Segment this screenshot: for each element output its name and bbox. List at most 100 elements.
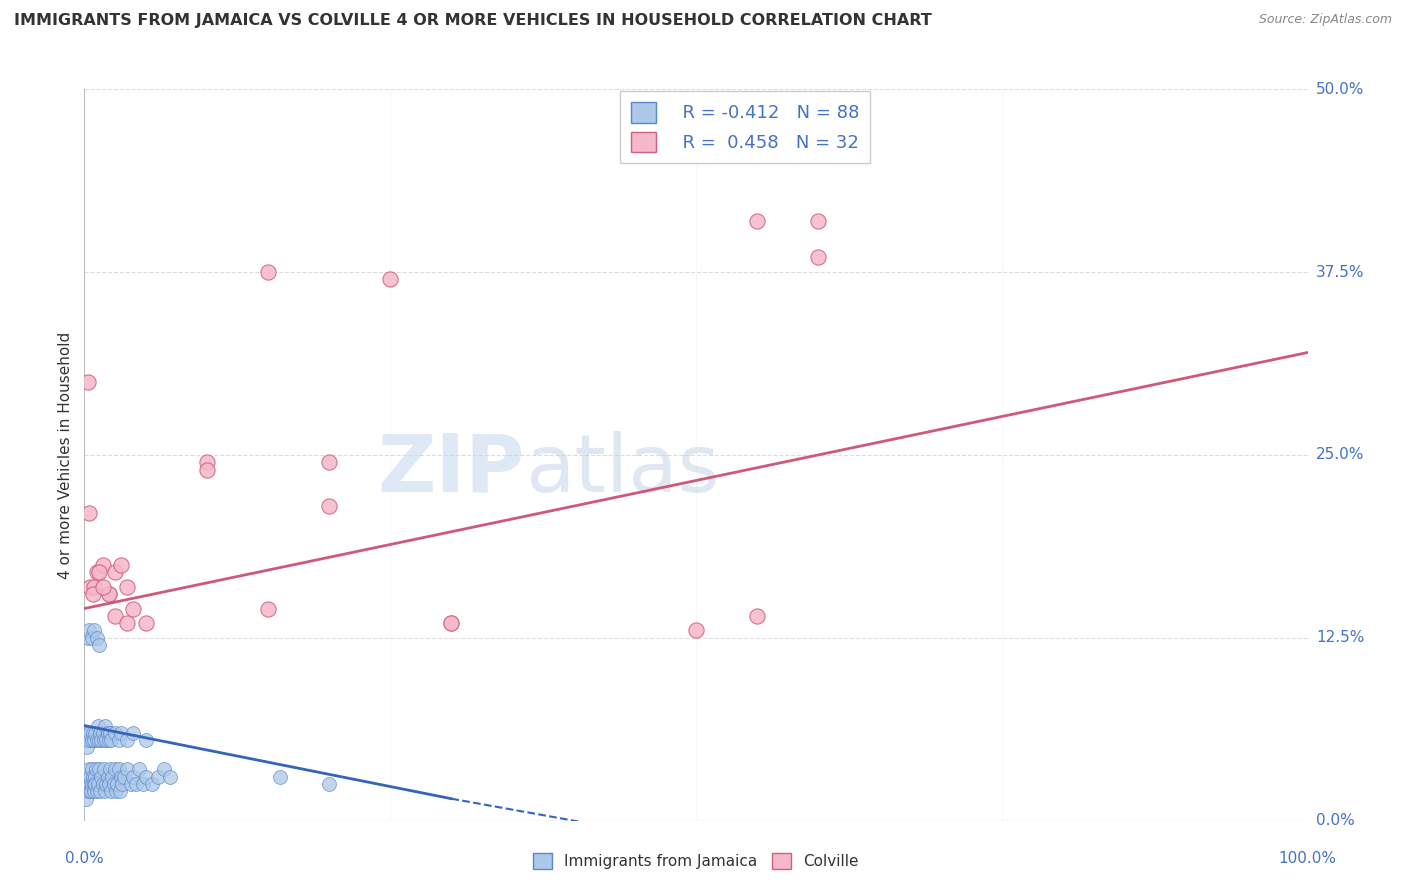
Immigrants from Jamaica — [107, 763, 129, 777]
Immigrants from Jamaica — [96, 777, 118, 791]
Immigrants from Jamaica — [108, 784, 131, 798]
Immigrants from Jamaica — [128, 763, 150, 777]
Immigrants from Jamaica — [110, 770, 132, 784]
Immigrants from Jamaica — [105, 777, 128, 791]
Immigrants from Jamaica — [82, 770, 104, 784]
Immigrants from Jamaica — [89, 726, 111, 740]
Immigrants from Jamaica — [269, 770, 291, 784]
Immigrants from Jamaica — [100, 733, 122, 747]
Legend: Immigrants from Jamaica, Colville: Immigrants from Jamaica, Colville — [527, 847, 865, 875]
Immigrants from Jamaica — [135, 770, 157, 784]
Immigrants from Jamaica — [87, 638, 110, 652]
Immigrants from Jamaica — [104, 763, 127, 777]
Immigrants from Jamaica — [103, 777, 125, 791]
Colville — [77, 375, 100, 389]
Immigrants from Jamaica — [77, 631, 100, 645]
Immigrants from Jamaica — [111, 777, 134, 791]
Colville — [110, 558, 132, 572]
Immigrants from Jamaica — [86, 631, 108, 645]
Immigrants from Jamaica — [91, 777, 114, 791]
Immigrants from Jamaica — [87, 718, 110, 732]
Colville — [195, 462, 218, 476]
Immigrants from Jamaica — [77, 784, 100, 798]
Colville — [104, 565, 127, 579]
Colville — [380, 272, 402, 286]
Colville — [82, 587, 104, 601]
Immigrants from Jamaica — [76, 770, 98, 784]
Immigrants from Jamaica — [79, 777, 101, 791]
Colville — [807, 251, 830, 265]
Immigrants from Jamaica — [318, 777, 340, 791]
Immigrants from Jamaica — [76, 740, 98, 755]
Immigrants from Jamaica — [75, 733, 97, 747]
Immigrants from Jamaica — [82, 726, 104, 740]
Immigrants from Jamaica — [77, 726, 100, 740]
Immigrants from Jamaica — [83, 777, 105, 791]
Immigrants from Jamaica — [86, 784, 108, 798]
Immigrants from Jamaica — [107, 733, 129, 747]
Text: 0.0%: 0.0% — [65, 851, 104, 866]
Immigrants from Jamaica — [98, 726, 121, 740]
Immigrants from Jamaica — [110, 726, 132, 740]
Immigrants from Jamaica — [83, 624, 105, 638]
Immigrants from Jamaica — [80, 631, 103, 645]
Immigrants from Jamaica — [79, 726, 101, 740]
Immigrants from Jamaica — [104, 726, 127, 740]
Immigrants from Jamaica — [84, 763, 107, 777]
Colville — [747, 608, 769, 623]
Immigrants from Jamaica — [97, 777, 120, 791]
Text: 25.0%: 25.0% — [1316, 448, 1364, 462]
Colville — [257, 601, 280, 615]
Immigrants from Jamaica — [86, 733, 108, 747]
Colville — [86, 565, 108, 579]
Immigrants from Jamaica — [87, 763, 110, 777]
Immigrants from Jamaica — [83, 733, 105, 747]
Immigrants from Jamaica — [87, 777, 110, 791]
Immigrants from Jamaica — [77, 763, 100, 777]
Text: ZIP: ZIP — [377, 431, 524, 508]
Immigrants from Jamaica — [97, 733, 120, 747]
Immigrants from Jamaica — [141, 777, 163, 791]
Immigrants from Jamaica — [89, 784, 111, 798]
Immigrants from Jamaica — [122, 726, 145, 740]
Immigrants from Jamaica — [80, 733, 103, 747]
Colville — [747, 214, 769, 228]
Text: 0.0%: 0.0% — [1316, 814, 1354, 828]
Colville — [87, 565, 110, 579]
Immigrants from Jamaica — [93, 733, 115, 747]
Immigrants from Jamaica — [82, 777, 104, 791]
Immigrants from Jamaica — [159, 770, 181, 784]
Immigrants from Jamaica — [93, 763, 115, 777]
Colville — [440, 616, 463, 631]
Immigrants from Jamaica — [115, 763, 138, 777]
Immigrants from Jamaica — [80, 784, 103, 798]
Immigrants from Jamaica — [87, 733, 110, 747]
Immigrants from Jamaica — [91, 726, 114, 740]
Colville — [97, 587, 120, 601]
Colville — [79, 580, 101, 594]
Text: IMMIGRANTS FROM JAMAICA VS COLVILLE 4 OR MORE VEHICLES IN HOUSEHOLD CORRELATION : IMMIGRANTS FROM JAMAICA VS COLVILLE 4 OR… — [14, 13, 932, 29]
Colville — [807, 214, 830, 228]
Immigrants from Jamaica — [153, 763, 176, 777]
Colville — [318, 455, 340, 469]
Immigrants from Jamaica — [84, 726, 107, 740]
Colville — [83, 580, 105, 594]
Immigrants from Jamaica — [146, 770, 169, 784]
Immigrants from Jamaica — [132, 777, 155, 791]
Immigrants from Jamaica — [97, 726, 120, 740]
Immigrants from Jamaica — [77, 777, 100, 791]
Immigrants from Jamaica — [90, 770, 112, 784]
Immigrants from Jamaica — [84, 777, 107, 791]
Immigrants from Jamaica — [122, 770, 145, 784]
Colville — [122, 601, 145, 615]
Immigrants from Jamaica — [79, 770, 101, 784]
Immigrants from Jamaica — [125, 777, 148, 791]
Colville — [115, 616, 138, 631]
Immigrants from Jamaica — [101, 770, 124, 784]
Colville — [115, 580, 138, 594]
Immigrants from Jamaica — [75, 791, 97, 805]
Colville — [97, 587, 120, 601]
Immigrants from Jamaica — [76, 777, 98, 791]
Colville — [91, 580, 114, 594]
Immigrants from Jamaica — [77, 733, 100, 747]
